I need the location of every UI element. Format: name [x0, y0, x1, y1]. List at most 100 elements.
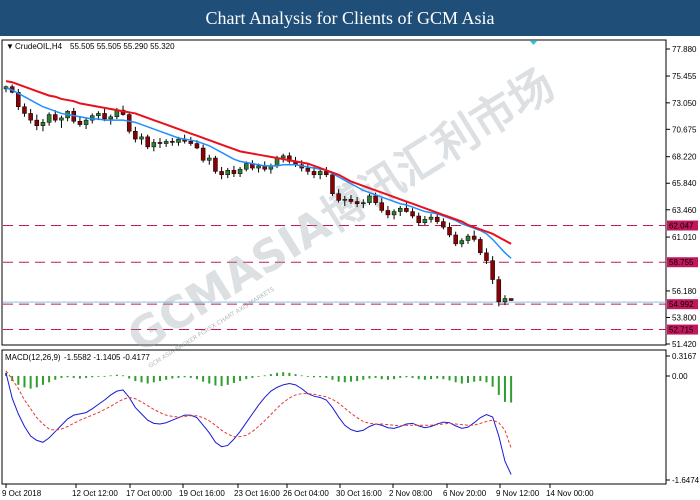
macd-histogram-bar	[232, 375, 235, 383]
macd-histogram-bar	[115, 374, 118, 376]
macd-label: MACD(12,26,9)	[5, 353, 61, 362]
chart-area[interactable]: GCMASIA博讯汇利市场 GCM ASIA BROKER FOREX CHAR…	[0, 36, 700, 500]
candle-bullish	[428, 216, 434, 220]
candle-bullish	[108, 116, 113, 120]
macd-histogram-bar	[226, 375, 229, 385]
macd-tick-label: 0.00	[672, 372, 688, 381]
candle-bearish	[354, 201, 360, 204]
level-price-tag-label: 54.992	[669, 300, 694, 309]
macd-tick-label: 0.3167	[672, 352, 697, 361]
candle-bearish	[447, 226, 452, 236]
macd-histogram-bar	[374, 375, 377, 378]
candle-bearish	[231, 170, 237, 174]
macd-histogram-bar	[134, 375, 137, 382]
time-tick-label: 9 Oct 2018	[2, 489, 42, 498]
candle-bearish	[410, 211, 415, 217]
candle-bearish	[434, 216, 440, 222]
macd-histogram-bar	[411, 375, 414, 378]
level-price-tag-label: 52.715	[669, 326, 694, 335]
macd-histogram-bar	[239, 375, 242, 382]
macd-tick-label: -1.6474	[672, 476, 700, 485]
candle-bullish	[163, 141, 169, 144]
level-price-tag	[667, 324, 698, 335]
time-tick-label: 30 Oct 16:00	[336, 489, 382, 498]
time-tick-label: 19 Oct 16:00	[179, 489, 225, 498]
candle-bearish	[330, 174, 335, 194]
price-tick-label: 65.840	[672, 179, 697, 188]
macd-histogram-bar	[35, 375, 38, 388]
symbol-dropdown-icon[interactable]: ▼	[6, 42, 14, 51]
macd-histogram-bar	[300, 375, 303, 377]
moving-averages	[5, 80, 512, 259]
candle-bearish	[484, 252, 489, 261]
macd-histogram-bar	[460, 375, 463, 384]
macd-histogram-bar	[417, 375, 420, 380]
candle-bearish	[53, 114, 58, 121]
candle-bearish	[348, 199, 354, 202]
level-price-tag-label: 62.047	[669, 222, 694, 231]
macd-histogram-bar	[430, 375, 433, 380]
macd-histogram-bar	[214, 375, 217, 386]
macd-histogram-bar	[41, 375, 44, 385]
price-tick-label: 73.050	[672, 99, 697, 108]
candle-bearish	[385, 210, 391, 216]
macd-histogram-bar	[171, 375, 174, 379]
candle-bullish	[207, 157, 212, 161]
price-tick-label: 77.880	[672, 45, 697, 54]
candle-bullish	[256, 165, 261, 169]
macd-histogram-bar	[325, 375, 328, 378]
candle-bearish	[496, 279, 502, 303]
candle-bearish	[287, 155, 292, 162]
candle-bullish	[96, 113, 101, 116]
macd-histogram-bar	[11, 375, 14, 382]
macd-histogram-bar	[282, 372, 285, 376]
level-price-tags: 62.047 58.755 54.992 52.715	[667, 220, 698, 335]
macd-histogram-bar	[245, 375, 248, 380]
macd-histogram-bar	[313, 375, 315, 378]
candle-bullish	[422, 219, 428, 223]
candle-bearish	[441, 221, 446, 228]
candle-bullish	[59, 117, 64, 121]
candle-bearish	[478, 239, 483, 254]
header-banner	[0, 0, 700, 36]
candle-bearish	[373, 195, 378, 203]
macd-histogram-bar	[319, 375, 322, 378]
price-tick-label: 63.460	[672, 206, 697, 215]
candle-bullish	[243, 163, 249, 170]
macd-histogram-bar	[183, 375, 186, 378]
time-tick-label: 9 Nov 12:00	[496, 489, 540, 498]
macd-histogram-bar	[159, 375, 161, 382]
candle-bearish	[22, 106, 27, 114]
macd-panel-frame	[1, 349, 667, 485]
price-tick-label: 75.455	[672, 72, 697, 81]
time-tick-label: 12 Oct 12:00	[72, 489, 118, 498]
macd-histogram-bar	[140, 375, 143, 383]
macd-histogram-bar	[128, 375, 131, 379]
macd-histogram-bar	[368, 375, 371, 379]
macd-line	[5, 372, 512, 475]
macd-histogram-bar	[257, 375, 260, 377]
macd-histogram-bar	[448, 375, 451, 381]
price-panel-frame	[1, 39, 667, 346]
price-tick-label: 61.010	[672, 233, 697, 242]
candle-bearish	[305, 167, 311, 172]
macd-histogram-bar	[220, 375, 223, 387]
macd-histogram-bar	[356, 375, 359, 382]
macd-histogram-bar	[152, 375, 155, 383]
candle-bullish	[397, 207, 403, 212]
ohlc-readout: 55.505 55.505 55.290 55.320	[70, 42, 175, 51]
macd-histogram-bar	[202, 375, 205, 382]
candle-bearish	[194, 143, 200, 149]
macd-histogram-bar	[497, 375, 500, 395]
candle-bearish	[145, 136, 150, 148]
macd-histogram-bar	[405, 375, 408, 378]
price-axis: 77.880 75.455 73.050 70.675 68.220 65.840 63.4…	[666, 45, 697, 349]
macd-histogram-bar	[362, 375, 365, 380]
candle-bearish	[34, 119, 40, 126]
candle-bearish	[416, 215, 421, 223]
candle-bullish	[317, 171, 323, 176]
macd-histogram-bar	[269, 374, 272, 376]
macd-histogram-bar	[177, 375, 180, 378]
candle-bullish	[280, 155, 286, 159]
candle-bullish	[465, 235, 471, 241]
